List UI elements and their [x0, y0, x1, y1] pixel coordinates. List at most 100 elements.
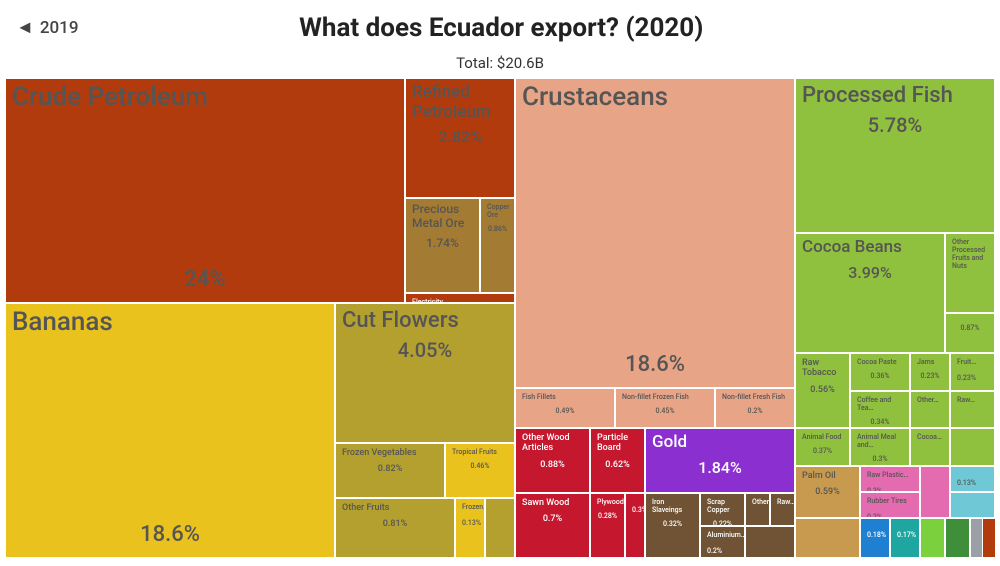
cell-percent: 24% — [184, 267, 225, 298]
treemap-cell-raw-plastic[interactable]: Raw Plastic…0.3% — [860, 466, 920, 492]
cell-label: Precious Metal Ore — [412, 203, 473, 231]
treemap-cell-rubber-tires[interactable]: Rubber Tires0.2% — [860, 492, 920, 518]
treemap-cell-animal-meal[interactable]: Animal Meal and…0.3% — [850, 428, 910, 466]
treemap-cell-palm-oil[interactable]: Palm Oil0.59% — [795, 466, 860, 518]
treemap-cell-blue-1[interactable]: 0.18% — [860, 518, 890, 558]
treemap-cell-pink-sl[interactable] — [920, 466, 950, 518]
cell-label: Raw Tobacco — [802, 358, 843, 379]
cell-percent: 0.23% — [957, 374, 976, 382]
treemap-cell-green-slivers[interactable] — [950, 428, 995, 466]
cell-label: Fish Fillets — [522, 393, 608, 401]
treemap-cell-green-pct087[interactable]: 0.87% — [945, 313, 995, 353]
treemap-cell-grey-2[interactable] — [982, 518, 996, 558]
treemap-cell-jams[interactable]: Jams0.23% — [910, 353, 950, 391]
treemap-cell-raw-tobacco[interactable]: Raw Tobacco 0.56% — [795, 353, 850, 428]
cell-label: Cocoa… — [917, 433, 943, 441]
cell-percent: 0.7% — [522, 514, 583, 524]
treemap-cell-other-fruits[interactable]: Other Fruits0.81% — [335, 498, 455, 558]
treemap-cell-copper-ore[interactable]: Copper Ore0.86% — [480, 198, 515, 293]
cell-label: Raw… — [777, 498, 788, 506]
cell-label: Coffee and Tea… — [857, 396, 903, 412]
cell-percent: 18.6% — [625, 352, 685, 383]
treemap-cell-crude-petroleum[interactable]: Crude Petroleum24% — [5, 78, 405, 303]
cell-percent: 0.46% — [452, 462, 508, 470]
treemap-cell-iron-slag[interactable]: Iron Slaveings 0.32% — [645, 493, 700, 558]
cell-percent: 0.59% — [802, 487, 853, 497]
treemap-cell-teal-1[interactable]: 0.17% — [890, 518, 920, 558]
cell-percent: 0.87% — [952, 324, 988, 332]
cell-percent: 0.82% — [342, 464, 438, 474]
cell-label: Refined Petroleum — [412, 83, 508, 122]
cell-label: Copper Ore — [487, 203, 508, 219]
treemap-cell-crustaceans[interactable]: Crustaceans 18.6% — [515, 78, 795, 388]
cell-percent: 0.45% — [622, 407, 708, 415]
cell-percent: 0.3% — [632, 506, 645, 514]
treemap-cell-cyan-1[interactable]: 0.13% — [950, 466, 995, 492]
treemap-cell-frozen-fruit[interactable]: Frozen… 0.13% — [455, 498, 485, 558]
cell-percent: 0.3% — [857, 455, 903, 463]
treemap-cell-fish-fillets[interactable]: Fish Fillets 0.49% — [515, 388, 615, 428]
treemap-cell-metal-sl[interactable] — [745, 526, 795, 558]
cell-label: Other Processed Fruits and Nuts — [952, 238, 988, 270]
treemap-cell-precious-metal-ore[interactable]: Precious Metal Ore 1.74% — [405, 198, 480, 293]
cell-label: Cocoa Paste — [857, 358, 903, 366]
treemap-cell-processed-fish[interactable]: Processed Fish5.78% — [795, 78, 995, 233]
cell-percent: 0.2% — [707, 547, 722, 555]
cell-percent: 0.56% — [802, 385, 843, 395]
treemap-cell-tan-sl[interactable] — [795, 518, 860, 558]
treemap-cell-bananas[interactable]: Bananas18.6% — [5, 303, 335, 558]
treemap-cell-gold[interactable]: Gold1.84% — [645, 428, 795, 493]
cell-percent: 0.23% — [917, 372, 943, 380]
cell-percent: 0.13% — [462, 519, 481, 527]
cell-label: Crustaceans — [522, 83, 788, 113]
cell-percent: 1.74% — [412, 237, 473, 251]
treemap-cell-raw-sugar[interactable]: Raw… — [950, 391, 995, 428]
cell-label: Frozen Vegetables — [342, 448, 438, 458]
treemap-cell-nf-frozen-fish[interactable]: Non-fillet Frozen Fish0.45% — [615, 388, 715, 428]
treemap-cell-scrap-copper[interactable]: Scrap Copper0.22% — [700, 493, 745, 526]
treemap-cell-plywood[interactable]: Plywood0.28% — [590, 493, 625, 558]
treemap-cell-aluminium[interactable]: Aluminium…0.2% — [700, 526, 745, 558]
treemap-cell-cocoa-misc[interactable]: Cocoa… — [910, 428, 950, 466]
cell-label: Other… — [917, 396, 943, 404]
cell-percent: 18.6% — [140, 522, 200, 553]
treemap-cell-other-proc[interactable]: Other Processed Fruits and Nuts — [945, 233, 995, 313]
cell-label: Frozen… — [462, 503, 478, 511]
treemap-cell-metal-misc2[interactable]: Raw… — [770, 493, 795, 526]
treemap-cell-frozen-veg[interactable]: Frozen Vegetables 0.82% — [335, 443, 445, 498]
treemap-cell-cyan-2[interactable] — [950, 492, 995, 518]
treemap-cell-lime-1[interactable] — [920, 518, 945, 558]
treemap-cell-fruit-juice[interactable]: Fruit… 0.23% — [950, 353, 995, 391]
treemap-cell-dkgreen-1[interactable] — [945, 518, 970, 558]
treemap-cell-particle-board[interactable]: Particle Board0.62% — [590, 428, 645, 493]
cell-label: Other Fruits — [342, 503, 448, 513]
treemap-cell-electricity[interactable]: Electricity — [405, 293, 515, 303]
cell-label: Tropical Fruits — [452, 448, 508, 456]
treemap-cell-wood-misc[interactable]: 0.3% — [625, 493, 645, 558]
treemap-cell-metal-misc1[interactable]: Other… — [745, 493, 770, 526]
treemap-cell-animal-food[interactable]: Animal Food0.37% — [795, 428, 850, 466]
treemap-cell-cut-flowers[interactable]: Cut Flowers4.05% — [335, 303, 515, 443]
cell-label: Other Wood Articles — [522, 433, 583, 454]
treemap-cell-cocoa-beans[interactable]: Cocoa Beans3.99% — [795, 233, 945, 353]
treemap-cell-cocoa-paste[interactable]: Cocoa Paste0.36% — [850, 353, 910, 391]
treemap-cell-coffee-tea[interactable]: Coffee and Tea… 0.34% — [850, 391, 910, 428]
cell-percent: 0.49% — [522, 407, 608, 415]
cell-percent: 2.82% — [412, 128, 508, 146]
treemap-cell-nf-fresh-fish[interactable]: Non-fillet Fresh Fish0.2% — [715, 388, 795, 428]
cell-percent: 3.99% — [802, 264, 938, 282]
treemap-cell-refined-petroleum[interactable]: Refined Petroleum 2.82% — [405, 78, 515, 198]
treemap-cell-yellow-slivers[interactable] — [485, 498, 515, 558]
treemap-cell-sawn-wood[interactable]: Sawn Wood0.7% — [515, 493, 590, 558]
cell-percent: 0.34% — [857, 418, 903, 426]
cell-label: Fruit… — [957, 358, 988, 366]
cell-percent: 0.32% — [652, 520, 693, 528]
cell-label: Iron Slaveings — [652, 498, 693, 514]
cell-label: Rubber Tires — [867, 497, 913, 505]
treemap-cell-tropical-fruits[interactable]: Tropical Fruits 0.46% — [445, 443, 515, 498]
treemap-cell-other-wood[interactable]: Other Wood Articles0.88% — [515, 428, 590, 493]
cell-label: Animal Food — [802, 433, 843, 441]
cell-percent: 0.2% — [722, 407, 788, 415]
cell-percent: 5.78% — [802, 114, 988, 137]
treemap-cell-other-veg[interactable]: Other… — [910, 391, 950, 428]
